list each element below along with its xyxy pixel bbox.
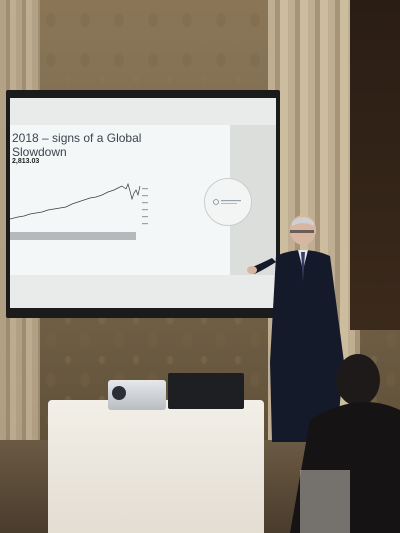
slide-title: 2018 – signs of a Global Slowdown: [12, 131, 142, 159]
company-logo-icon: [213, 199, 241, 205]
laptop: [168, 373, 244, 409]
stock-chart: [10, 182, 148, 240]
company-logo-circle: [204, 178, 252, 226]
dark-window: [350, 0, 400, 330]
tablecloth-table: [48, 400, 264, 533]
presenter: [247, 215, 344, 442]
volume-bars: [10, 232, 136, 240]
slide: [10, 125, 230, 275]
chart-line: [10, 182, 141, 220]
projector-lens: [112, 386, 126, 400]
slide-index-value: 2,813.03: [12, 158, 40, 165]
chart-axis-ticks: [142, 188, 148, 225]
audience-member: [290, 354, 400, 533]
